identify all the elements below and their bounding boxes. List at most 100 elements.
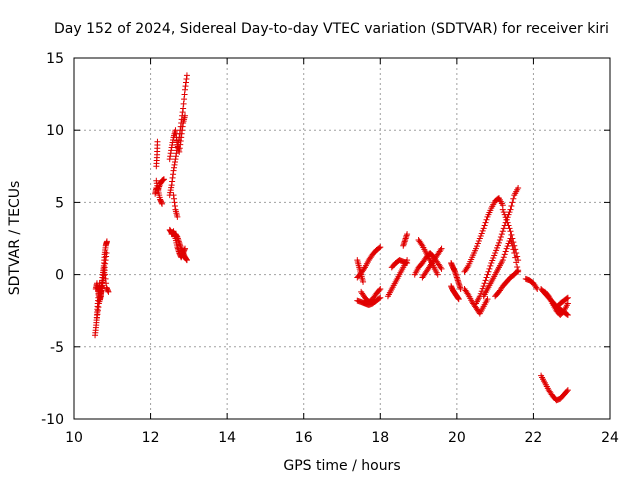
data-point: [488, 260, 495, 267]
data-point: [182, 112, 189, 119]
series-pass-x: [461, 195, 506, 275]
data-point: [533, 284, 540, 291]
data-point: [501, 251, 508, 258]
data-point: [497, 234, 504, 241]
x-tick-label: 18: [371, 430, 389, 446]
data-point: [475, 238, 482, 245]
data-point: [563, 388, 570, 395]
data-point: [183, 257, 190, 264]
data-point: [482, 219, 489, 226]
data-point: [160, 176, 167, 183]
x-tick-label: 20: [448, 430, 466, 446]
data-point: [499, 206, 506, 213]
data-point: [564, 294, 571, 301]
data-points: [92, 72, 571, 404]
series-pass-g: [166, 72, 190, 199]
data-point: [377, 244, 384, 251]
series-pass-c: [93, 249, 110, 321]
data-point: [418, 241, 425, 248]
data-point: [495, 242, 502, 249]
series-pass-o: [358, 286, 384, 306]
data-point: [510, 195, 517, 202]
data-point: [478, 230, 485, 237]
data-point: [105, 288, 112, 295]
data-point: [503, 245, 510, 252]
series-pass-ac: [492, 267, 522, 300]
x-tick-label: 12: [142, 430, 160, 446]
data-point: [473, 243, 480, 250]
data-point: [500, 225, 507, 232]
x-tick-label: 14: [218, 430, 236, 446]
data-point: [502, 248, 509, 255]
series-pass-v: [448, 260, 464, 293]
data-point: [473, 245, 479, 252]
data-point: [507, 206, 514, 213]
data-point: [480, 283, 487, 290]
data-point: [496, 236, 503, 243]
data-point: [474, 240, 481, 247]
data-point: [182, 245, 189, 252]
data-point: [510, 239, 517, 246]
data-point: [499, 228, 506, 235]
series-pass-h: [166, 112, 189, 163]
data-point: [505, 240, 512, 247]
data-point: [515, 184, 522, 191]
x-tick-label: 24: [601, 430, 619, 446]
data-point: [438, 265, 445, 272]
data-point: [502, 214, 509, 221]
data-point: [377, 286, 384, 293]
series-pass-j: [168, 228, 189, 261]
data-point: [174, 213, 181, 220]
data-point: [503, 216, 510, 223]
y-tick-label: -10: [41, 412, 64, 428]
x-tick-label: 10: [65, 430, 83, 446]
series-pass-r: [400, 231, 411, 249]
data-point: [483, 216, 490, 223]
data-point: [485, 268, 492, 275]
data-point: [482, 277, 489, 284]
data-point: [437, 264, 444, 271]
data-point: [515, 267, 522, 274]
data-point: [484, 271, 491, 278]
series-pass-ag: [549, 294, 571, 311]
data-point: [486, 265, 493, 272]
x-tick-label: 22: [525, 430, 543, 446]
data-point: [183, 72, 190, 79]
series-pass-e: [153, 177, 166, 207]
data-point: [377, 294, 384, 301]
data-point: [464, 290, 471, 297]
data-point: [514, 253, 521, 260]
data-point: [499, 257, 506, 264]
data-point: [376, 287, 383, 294]
series-pass-ad: [522, 275, 541, 293]
data-point: [479, 227, 486, 234]
series-pass-aa: [480, 235, 522, 300]
data-point: [506, 225, 513, 232]
data-point: [494, 244, 501, 251]
plot-frame: [73, 57, 611, 420]
data-point: [490, 254, 497, 261]
data-point: [511, 242, 518, 249]
data-point: [483, 274, 490, 281]
data-point: [484, 296, 491, 303]
data-point: [481, 280, 488, 287]
data-point: [564, 300, 571, 307]
data-point: [509, 235, 516, 242]
data-point: [515, 257, 522, 264]
data-point: [564, 387, 571, 394]
data-point: [563, 311, 570, 318]
data-point: [455, 296, 462, 303]
data-point: [438, 245, 445, 252]
data-point: [476, 235, 483, 242]
series-pass-ab: [499, 206, 522, 264]
data-point: [508, 203, 515, 210]
data-point: [481, 222, 488, 229]
data-point: [501, 211, 508, 218]
y-axis-label: SDTVAR / TECUs: [7, 181, 23, 296]
y-tick-labels: -10 -5 0 5 10 15: [41, 51, 64, 428]
data-point: [376, 244, 383, 251]
data-point: [508, 231, 515, 238]
data-point: [487, 262, 494, 269]
data-point: [437, 247, 444, 254]
y-tick-label: 10: [46, 123, 64, 139]
